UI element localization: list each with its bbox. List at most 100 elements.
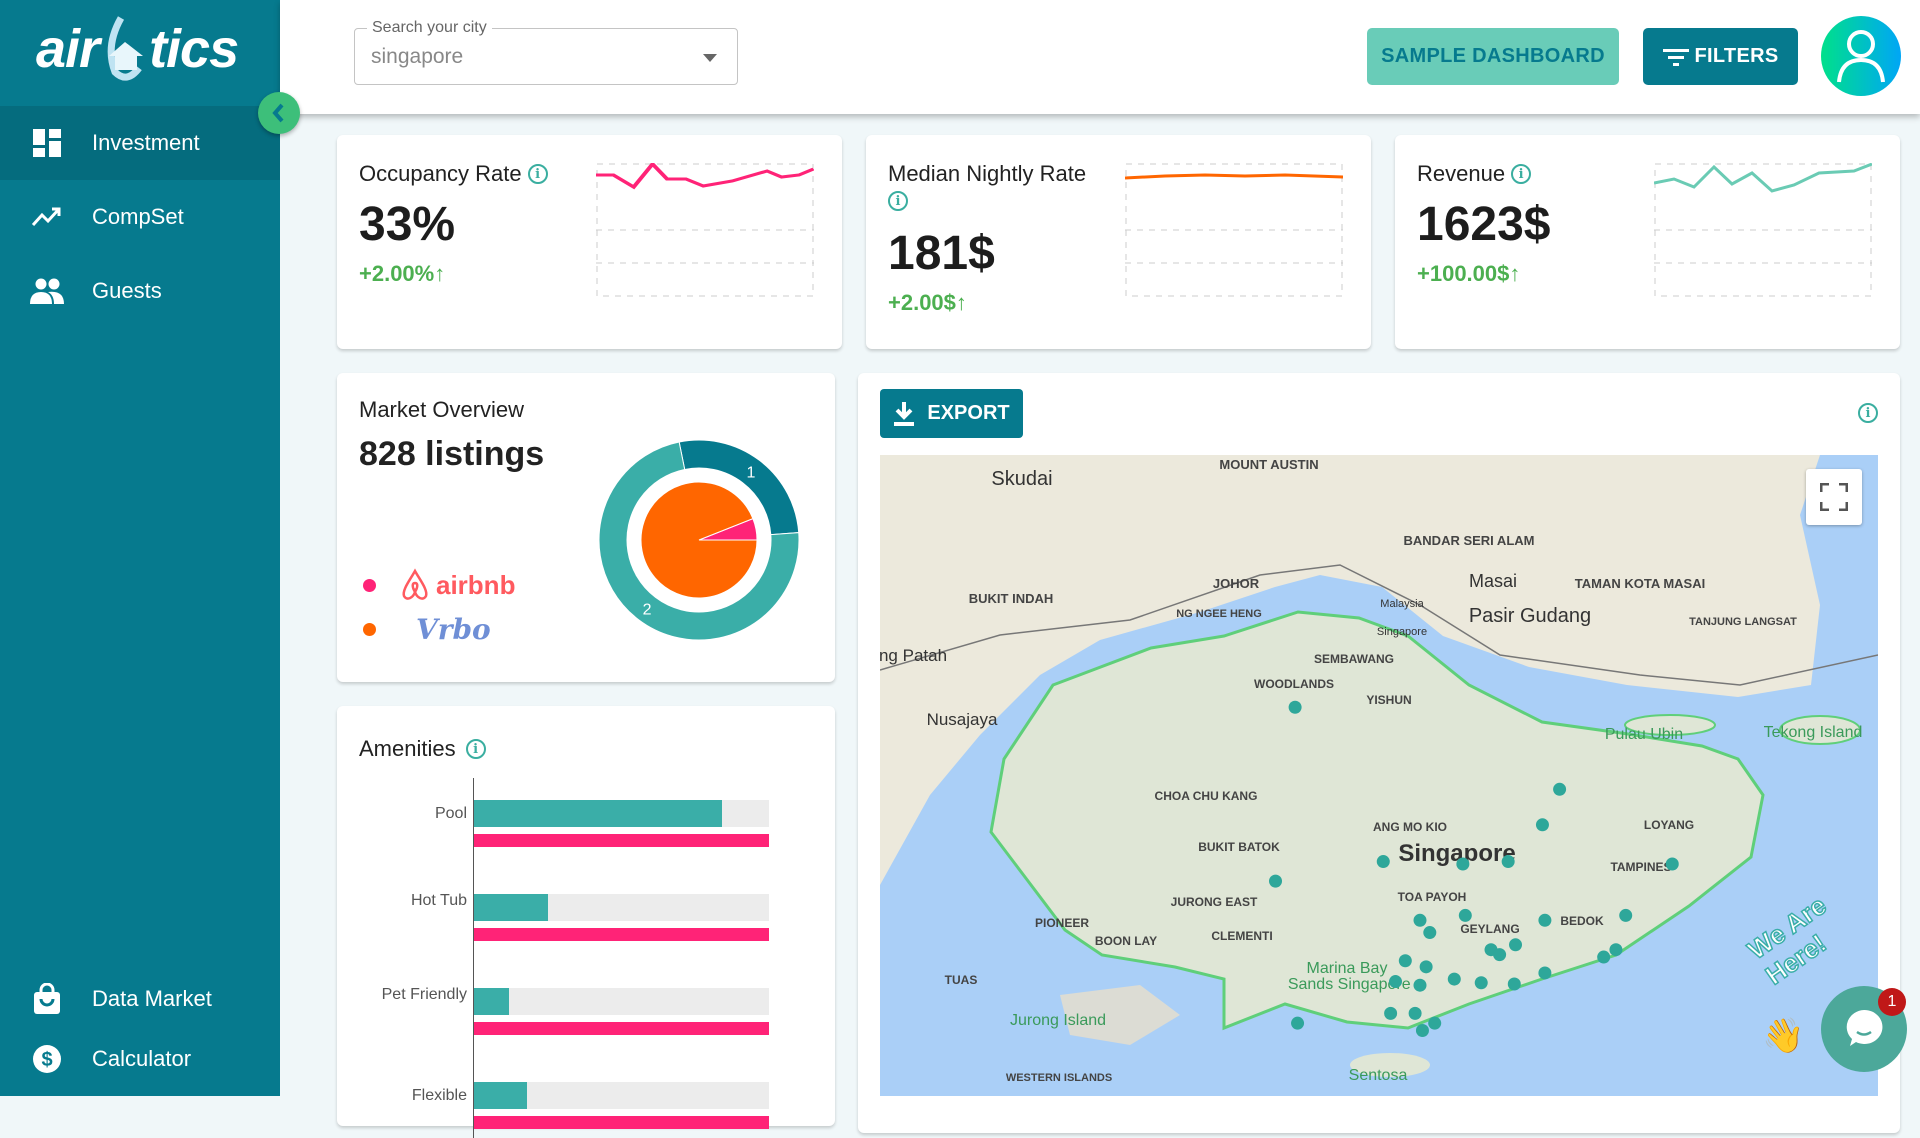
bar-listing-share[interactable] xyxy=(474,800,722,827)
listing-marker[interactable] xyxy=(1413,913,1427,927)
map-label: PIONEER xyxy=(1035,916,1089,930)
info-icon[interactable]: i xyxy=(1858,403,1878,423)
city-search-select[interactable]: Search your city singapore xyxy=(354,19,738,85)
donut-outer-segment[interactable] xyxy=(598,441,800,641)
listing-marker[interactable] xyxy=(1419,960,1433,974)
map-label: TUAS xyxy=(945,973,978,987)
donut-inner-slice[interactable] xyxy=(640,481,758,599)
svg-text:$: $ xyxy=(41,1049,52,1071)
sidebar-item-label: Guests xyxy=(92,278,162,303)
sidebar-item-investment[interactable]: Investment xyxy=(0,106,280,180)
map-label: TOA PAYOH xyxy=(1398,890,1467,904)
listing-marker[interactable] xyxy=(1538,966,1552,980)
listing-marker[interactable] xyxy=(1507,977,1521,991)
listing-marker[interactable] xyxy=(1376,855,1390,869)
map-label: YISHUN xyxy=(1366,693,1411,707)
legend-airbnb: airbnb xyxy=(363,568,515,602)
listing-marker[interactable] xyxy=(1509,938,1523,952)
fullscreen-button[interactable] xyxy=(1806,469,1862,525)
bar-comparison[interactable] xyxy=(474,1116,769,1129)
sample-dashboard-button[interactable]: SAMPLE DASHBOARD xyxy=(1367,28,1619,85)
map-label: JURONG EAST xyxy=(1171,895,1258,909)
donut-segment-label: 1 xyxy=(746,464,755,481)
listing-marker[interactable] xyxy=(1269,874,1283,888)
map-card: EXPORT i Skudai MOUNT AUSTIN BANDAR SERI A… xyxy=(858,373,1900,1133)
kpi-value: 1623$ xyxy=(1417,198,1551,251)
info-icon[interactable]: i xyxy=(465,739,486,759)
map-label: Tekong Island xyxy=(1764,724,1863,741)
listing-marker[interactable] xyxy=(1456,857,1470,871)
map-label: WESTERN ISLANDS xyxy=(1006,1072,1112,1084)
collapse-sidebar-button[interactable] xyxy=(258,92,300,134)
donut-segment-label: 2 xyxy=(643,602,652,619)
bar-track xyxy=(474,988,769,1015)
listing-marker[interactable] xyxy=(1389,975,1403,989)
sidebar-item-guests[interactable]: Guests xyxy=(0,254,280,328)
fullscreen-icon xyxy=(1820,483,1848,511)
bar-listing-share[interactable] xyxy=(474,988,510,1015)
info-icon[interactable]: i xyxy=(1511,164,1532,184)
amenities-card: Amenities i Pool Hot Tub Pet Friendly Flexib… xyxy=(337,706,835,1138)
listing-marker[interactable] xyxy=(1447,972,1461,986)
listing-marker[interactable] xyxy=(1408,1006,1422,1020)
logo[interactable]: air tics xyxy=(36,14,239,84)
listing-marker[interactable] xyxy=(1423,926,1437,940)
info-icon[interactable]: i xyxy=(527,164,548,184)
info-icon[interactable]: i xyxy=(888,191,908,211)
map-label: JOHOR xyxy=(1213,576,1260,591)
map-label: Pasir Gudang xyxy=(1469,605,1591,627)
search-value: singapore xyxy=(371,45,464,68)
shopping-bag-icon xyxy=(30,982,64,1016)
sidebar-item-data-market[interactable]: Data Market xyxy=(0,962,280,1036)
trending-up-icon xyxy=(30,200,64,234)
listing-marker[interactable] xyxy=(1597,950,1611,964)
listing-marker[interactable] xyxy=(1291,1016,1305,1030)
pulau-ubin-island xyxy=(1624,714,1716,736)
kpi-title: Occupancy Rate xyxy=(359,161,522,186)
listing-marker[interactable] xyxy=(1398,954,1412,968)
listing-marker[interactable] xyxy=(1538,913,1552,927)
bar-category-label: Hot Tub xyxy=(410,892,467,909)
listing-marker[interactable] xyxy=(1609,943,1623,957)
export-button[interactable]: EXPORT xyxy=(880,389,1023,438)
bar-listing-share[interactable] xyxy=(474,894,548,921)
listing-marker[interactable] xyxy=(1474,976,1488,990)
map-label: Skudai xyxy=(991,468,1052,490)
user-avatar[interactable] xyxy=(1821,16,1901,96)
listing-marker[interactable] xyxy=(1428,1016,1442,1030)
listing-marker[interactable] xyxy=(1619,908,1633,922)
legend-label: airbnb xyxy=(436,569,516,600)
listing-marker[interactable] xyxy=(1415,1024,1429,1038)
kpi-delta: +2.00%↑ xyxy=(359,261,446,286)
map-label: Masai xyxy=(1469,571,1517,591)
market-overview-title: Market Overview xyxy=(359,397,525,422)
market-overview-card: Market Overview 828 listings airbnb Vrbo… xyxy=(337,373,835,682)
listing-marker[interactable] xyxy=(1288,700,1302,714)
listing-marker[interactable] xyxy=(1493,948,1507,962)
map-label: Pulau Ubin xyxy=(1605,726,1683,743)
bar-comparison[interactable] xyxy=(474,928,769,941)
map-label: GEYLANG xyxy=(1460,922,1519,936)
filters-button[interactable]: FILTERS xyxy=(1643,28,1798,85)
kpi-delta: +100.00$↑ xyxy=(1417,261,1521,286)
bar-category-label: Pet Friendly xyxy=(381,986,467,1003)
map-label: Jurong Island xyxy=(1010,1012,1106,1029)
listing-marker[interactable] xyxy=(1535,818,1549,832)
export-label: EXPORT xyxy=(927,402,1010,424)
listing-marker[interactable] xyxy=(1458,908,1472,922)
sidebar: air tics Investment CompSet Guests Data … xyxy=(0,0,280,1096)
chat-badge: 1 xyxy=(1878,988,1906,1016)
listing-marker[interactable] xyxy=(1501,855,1515,869)
map-label: BEDOK xyxy=(1560,914,1604,928)
map[interactable]: Skudai MOUNT AUSTIN BANDAR SERI ALAM Masai T… xyxy=(880,455,1878,1096)
listing-marker[interactable] xyxy=(1553,782,1567,796)
listing-marker[interactable] xyxy=(1665,857,1679,871)
listing-marker[interactable] xyxy=(1384,1006,1398,1020)
sidebar-item-compset[interactable]: CompSet xyxy=(0,180,280,254)
legend-label: Vrbo xyxy=(416,613,491,646)
bar-comparison[interactable] xyxy=(474,1022,769,1035)
sidebar-item-calculator[interactable]: $ Calculator xyxy=(0,1022,280,1096)
map-canvas[interactable]: Skudai MOUNT AUSTIN BANDAR SERI ALAM Masai T… xyxy=(880,455,1878,1096)
listing-marker[interactable] xyxy=(1413,978,1427,992)
bar-comparison[interactable] xyxy=(474,834,769,847)
